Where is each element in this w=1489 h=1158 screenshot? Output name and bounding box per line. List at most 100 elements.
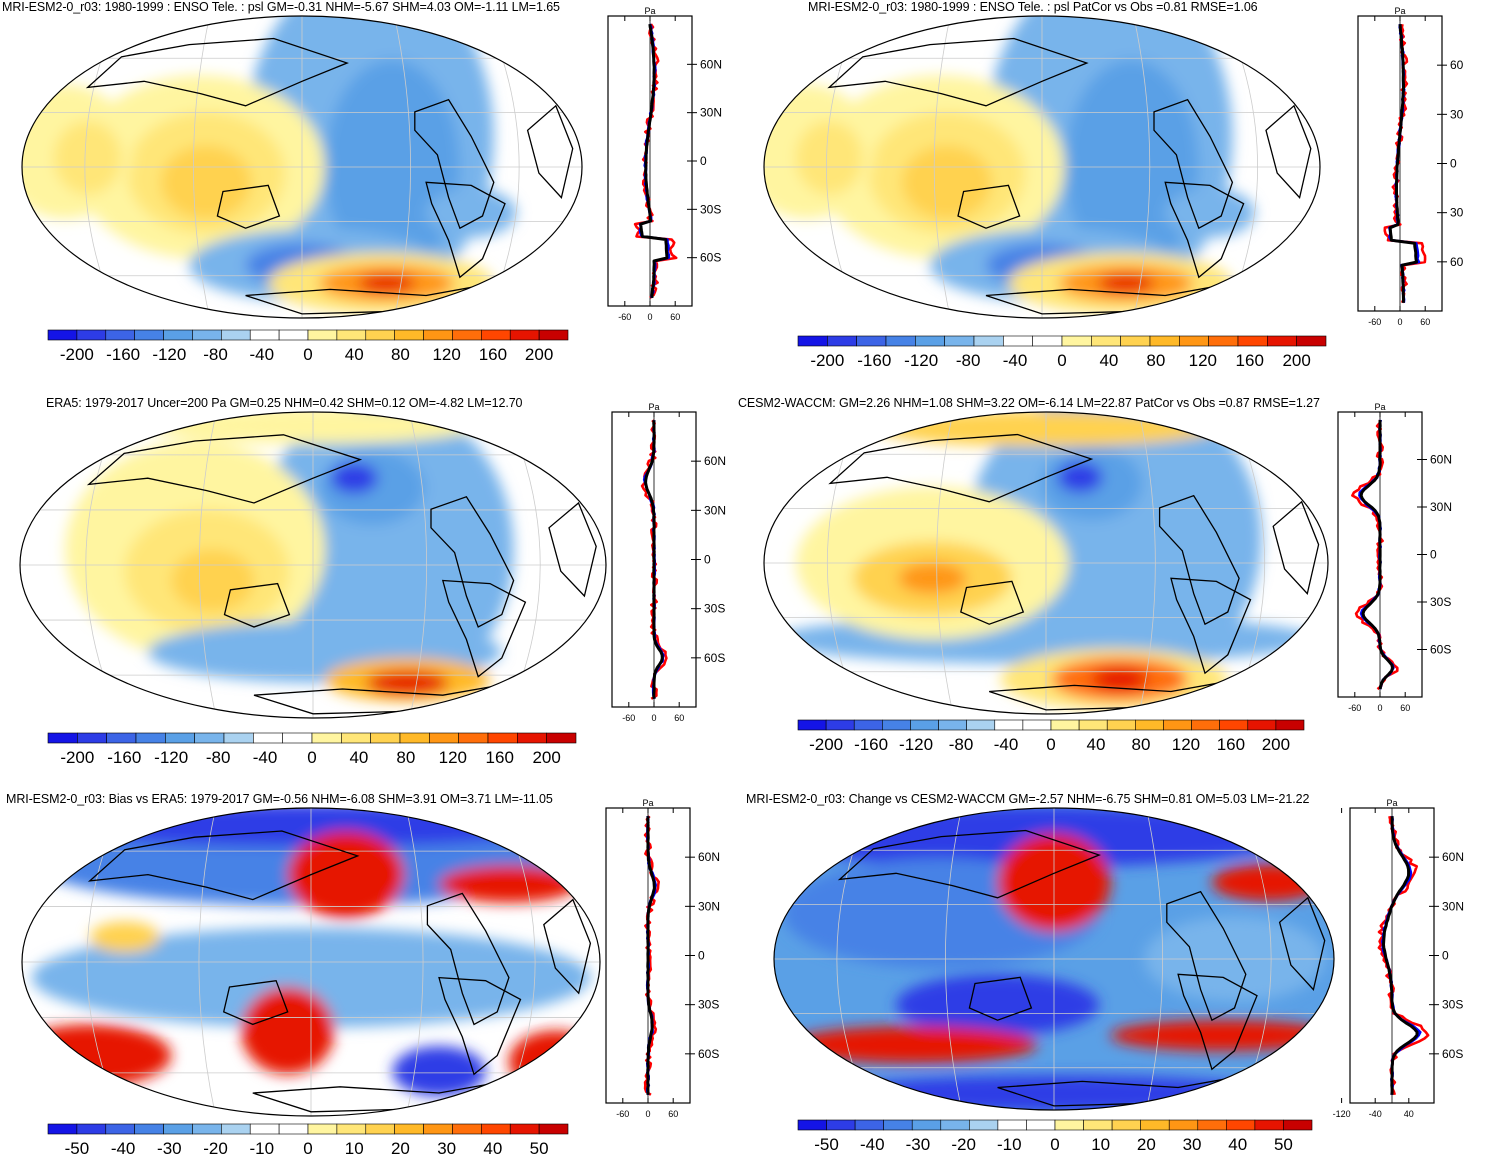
colorbar-tick-label: -10	[249, 1139, 274, 1158]
longitude-gridline	[1133, 16, 1151, 318]
colorbar-segment	[1054, 1119, 1084, 1131]
profile-mri-patcor: Pa -60 0 60 60 30 0 30 60	[1357, 6, 1464, 327]
lat-tick-label: 60N	[1442, 850, 1464, 864]
field-anomaly	[896, 974, 1100, 1036]
colorbar-segment	[1237, 335, 1268, 347]
colorbar-segment	[452, 1123, 482, 1135]
colorbar-segment	[538, 1123, 569, 1135]
colorbar-segment	[1163, 719, 1192, 731]
colorbar-segment	[452, 329, 482, 341]
coastline	[1158, 494, 1240, 626]
colorbar-segment	[1111, 1119, 1141, 1131]
colorbar-tick-label: -40	[1003, 351, 1028, 370]
colorbar-segment	[1083, 1119, 1113, 1131]
colorbar-segment	[883, 1119, 913, 1131]
lat-tick-label: 0	[700, 154, 707, 168]
coastline	[222, 979, 289, 1026]
panel-title-mri-enso: MRI-ESM2-0_r03: 1980-1999 : ENSO Tele. :…	[2, 0, 560, 14]
lat-tick-label: 30N	[700, 106, 722, 120]
colorbar-segment	[1254, 1119, 1284, 1131]
colorbar-segment	[77, 732, 107, 744]
field-anomaly	[1057, 462, 1103, 493]
colorbar-segment	[105, 329, 135, 341]
colorbar-segment	[341, 732, 371, 744]
field-anomaly	[330, 462, 378, 494]
colorbar-tick-label: 10	[1091, 1135, 1110, 1154]
colorbar-segment	[221, 329, 251, 341]
colorbar-segment	[221, 1123, 251, 1135]
colorbar-segment	[797, 719, 827, 731]
coastline	[441, 579, 527, 678]
colorbar-segment	[223, 732, 254, 744]
colorbar-tick-label: -80	[956, 351, 981, 370]
colorbar-segment	[1140, 1119, 1170, 1131]
lat-tick-label: 30S	[704, 602, 725, 616]
panel-title-era5: ERA5: 1979-2017 Uncer=200 Pa GM=0.25 NHM…	[46, 396, 523, 410]
colorbar-segment	[1135, 719, 1164, 731]
colorbar-segment	[1226, 1119, 1256, 1131]
colorbar-change: -50 -40 -30 -20 -10 0 10 20 30 40 50	[797, 1119, 1313, 1154]
field-anomaly	[53, 121, 122, 195]
coastline	[827, 37, 1089, 107]
map-era5	[19, 411, 607, 719]
colorbar-segment	[1283, 1119, 1313, 1131]
lat-tick-label: 0	[1430, 548, 1437, 562]
lat-tick-label: 0	[1450, 157, 1457, 171]
profile-unit-label: Pa	[1386, 798, 1397, 808]
colorbar-tick-label: 0	[303, 1139, 312, 1158]
colorbar-segment	[994, 719, 1024, 731]
colorbar-segment	[106, 732, 137, 744]
colorbar-tick-label: 80	[1146, 351, 1165, 370]
lat-tick-label: 0	[698, 949, 705, 963]
longitude-gridline	[409, 412, 428, 718]
profile-unit-label: Pa	[648, 402, 659, 412]
colorbar-tick-label: 0	[307, 748, 316, 767]
colorbar-segment	[1091, 335, 1121, 347]
colorbar-tick-label: 200	[525, 345, 553, 364]
field-anomaly	[1091, 667, 1149, 692]
longitude-gridline	[945, 808, 962, 1110]
colorbar-tick-label: -160	[857, 351, 891, 370]
colorbar-tick-label: 50	[530, 1139, 549, 1158]
colorbar-tick-label: 30	[437, 1139, 456, 1158]
lat-tick-label: 30	[1450, 206, 1464, 220]
colorbar-segment	[76, 329, 107, 341]
colorbar-tick-label: 120	[439, 748, 467, 767]
coastline	[1278, 896, 1326, 991]
profile-unit-label: Pa	[1394, 6, 1405, 16]
map-outline	[19, 411, 607, 719]
coastline	[960, 580, 1025, 625]
coastline	[430, 496, 515, 628]
lat-tick-label: 0	[1442, 949, 1449, 963]
colorbar-tick-label: -120	[152, 345, 186, 364]
colorbar-segment	[1296, 335, 1327, 347]
coastline	[548, 501, 597, 598]
field-anomaly	[1165, 188, 1255, 238]
field-anomaly	[366, 670, 449, 696]
x-tick-label: 0	[1377, 703, 1382, 713]
colorbar-segment	[192, 1123, 222, 1135]
lat-tick-label: 30N	[1442, 899, 1464, 913]
colorbar-tick-label: 120	[1189, 351, 1217, 370]
colorbar-mri-enso: -200 -160 -120 -80 -40 0 40 80 120 160 200	[47, 329, 569, 364]
coastline	[85, 37, 349, 107]
field-anomaly	[439, 865, 579, 903]
x-tick-label: -40	[1369, 1109, 1382, 1119]
coastline	[1164, 181, 1245, 279]
field-anomaly	[898, 563, 967, 594]
x-tick-label: 0	[647, 312, 652, 322]
x-tick-label: -60	[616, 1109, 629, 1119]
coastline	[438, 976, 522, 1076]
colorbar-tick-label: 80	[396, 748, 415, 767]
colorbar-segment	[278, 329, 309, 341]
colorbar-segment	[885, 335, 916, 347]
colorbar-segment	[1219, 719, 1249, 731]
map-outline	[763, 15, 1321, 319]
colorbar-tick-label: 200	[1262, 735, 1290, 754]
colorbar-tick-label: 40	[1087, 735, 1106, 754]
longitude-gridline	[198, 808, 217, 1116]
colorbar-segment	[134, 329, 164, 341]
mean-profile-line	[1382, 816, 1419, 1095]
panel-title-cesm2: CESM2-WACCM: GM=2.26 NHM=1.08 SHM=3.22 O…	[738, 396, 1320, 410]
colorbar-segment	[509, 1123, 540, 1135]
